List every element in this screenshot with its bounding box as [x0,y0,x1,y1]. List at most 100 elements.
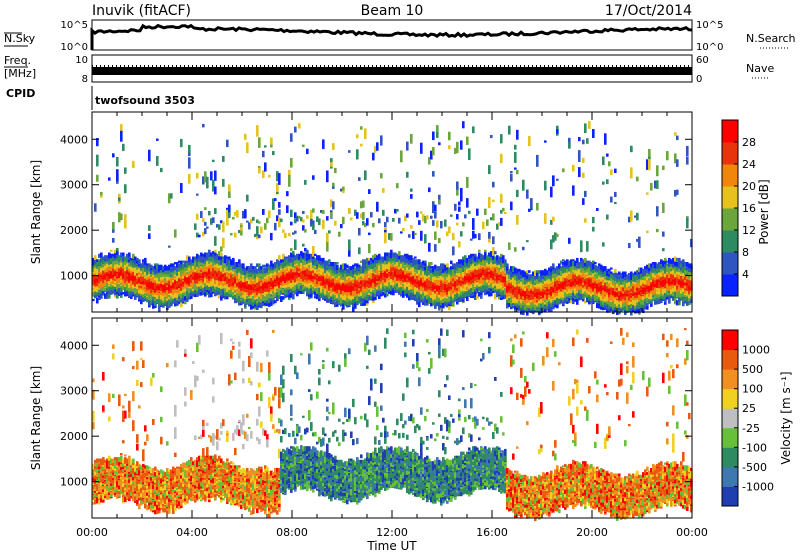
data-cell [118,256,121,261]
data-cell [396,279,399,283]
data-cell [348,277,351,282]
data-cell [256,268,259,274]
data-cell [212,252,215,258]
data-cell [170,301,173,307]
data-cell [360,282,363,287]
data-cell [418,275,421,281]
data-cell [362,297,365,300]
data-cell [250,218,253,224]
data-cell [274,263,277,269]
data-cell [266,217,269,224]
data-cell [326,241,329,252]
data-cell [314,271,317,278]
data-cell [236,277,239,283]
data-cell [350,270,353,276]
nsearch-label: N.Search [746,32,796,45]
data-cell [310,292,313,297]
data-cell [412,262,415,267]
data-cell [174,278,177,281]
data-cell [292,272,295,279]
data-cell [340,267,343,272]
data-cell [148,274,151,280]
data-cell [124,256,127,260]
data-cell [266,263,269,267]
data-cell [402,268,405,273]
data-cell [160,285,163,291]
data-cell [370,212,373,218]
data-cell [126,253,129,258]
data-cell [276,277,279,282]
freq-tick-top: 10 [75,55,88,66]
data-cell [116,271,119,277]
data-cell [200,292,203,296]
data-cell [226,139,229,148]
data-cell [380,293,383,297]
data-cell [284,268,287,273]
data-cell [280,285,283,291]
data-cell [234,296,237,301]
data-cell [406,171,409,178]
data-cell [198,272,201,278]
data-cell [354,281,357,287]
data-cell [206,277,209,283]
data-cell [160,264,163,271]
data-cell [138,281,141,287]
data-cell [310,281,313,285]
data-cell [258,278,261,282]
data-cell [164,264,167,270]
data-cell [224,266,227,271]
data-cell [342,290,345,296]
data-cell [212,217,215,223]
data-cell [322,279,325,286]
data-cell [190,281,193,288]
data-cell [312,175,315,180]
data-cell [362,267,365,273]
data-cell [166,268,169,275]
data-cell [346,264,349,269]
data-cell [402,228,405,232]
data-cell [374,292,377,297]
data-cell [274,287,277,293]
data-cell [156,289,159,295]
data-cell [420,230,423,241]
data-cell [414,272,417,279]
data-cell [268,279,271,284]
data-cell [274,286,277,290]
data-cell [310,272,313,278]
data-cell [322,263,325,268]
data-cell [218,270,221,275]
data-cell [220,289,223,296]
data-cell [234,264,237,270]
data-cell [348,300,351,306]
data-cell [256,274,259,280]
data-cell [274,262,277,265]
data-cell [416,267,419,274]
data-cell [418,220,421,225]
data-cell [326,260,329,266]
data-cell [124,272,127,279]
data-cell [322,209,325,214]
data-cell [376,262,379,268]
data-cell [320,263,323,269]
data-cell [282,287,285,293]
power-heatmap [92,121,693,316]
data-cell [208,285,211,290]
data-cell [388,281,391,286]
data-cell [312,268,315,273]
data-cell [384,277,387,283]
data-cell [108,252,111,259]
data-cell [198,260,201,265]
cpid-label: CPID [6,87,35,100]
data-cell [132,279,135,285]
data-cell [272,263,275,268]
data-cell [380,283,383,289]
data-cell [286,275,289,280]
data-cell [210,287,213,294]
data-cell [182,282,185,287]
data-cell [304,247,307,252]
data-cell [316,293,319,298]
data-cell [202,253,205,257]
data-cell [354,301,357,304]
data-cell [282,274,285,279]
data-cell [272,293,275,299]
